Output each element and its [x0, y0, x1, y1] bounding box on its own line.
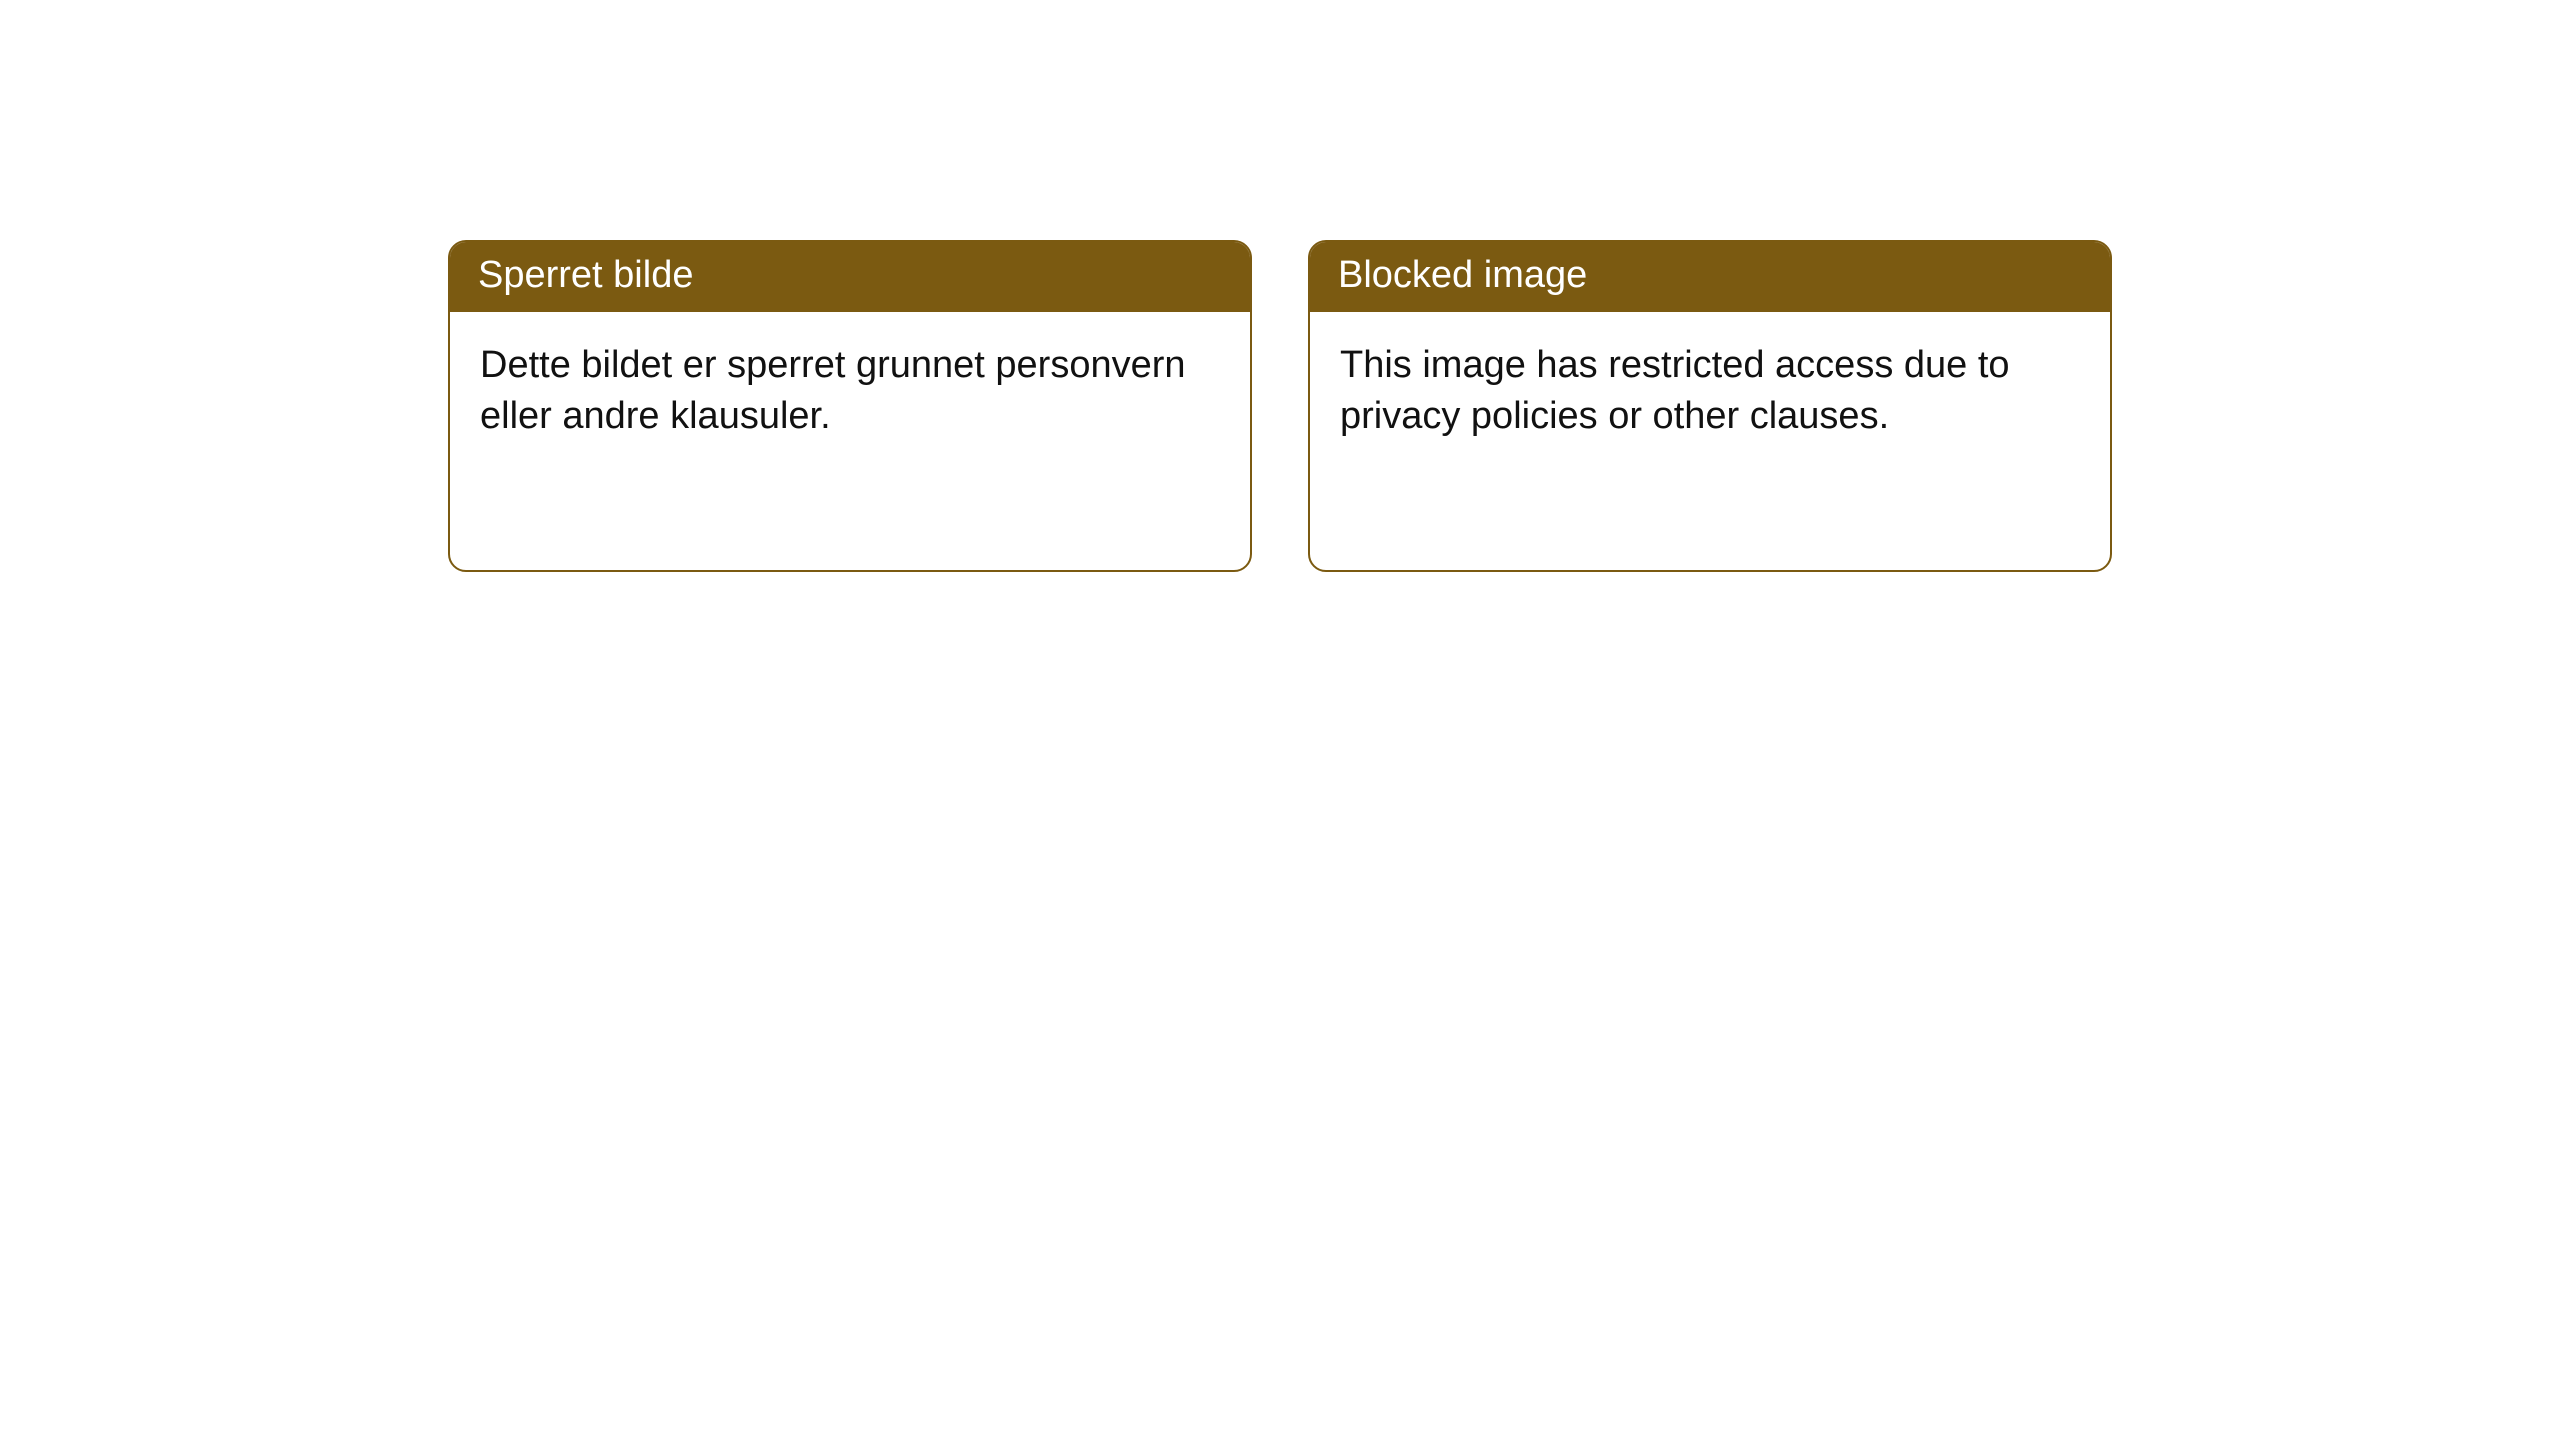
card-no-body: Dette bildet er sperret grunnet personve…: [450, 312, 1250, 571]
card-en-body: This image has restricted access due to …: [1310, 312, 2110, 571]
card-no-header: Sperret bilde: [450, 242, 1250, 312]
card-no: Sperret bilde Dette bildet er sperret gr…: [448, 240, 1252, 572]
page-root: Sperret bilde Dette bildet er sperret gr…: [0, 0, 2560, 1440]
card-en-header: Blocked image: [1310, 242, 2110, 312]
card-en: Blocked image This image has restricted …: [1308, 240, 2112, 572]
